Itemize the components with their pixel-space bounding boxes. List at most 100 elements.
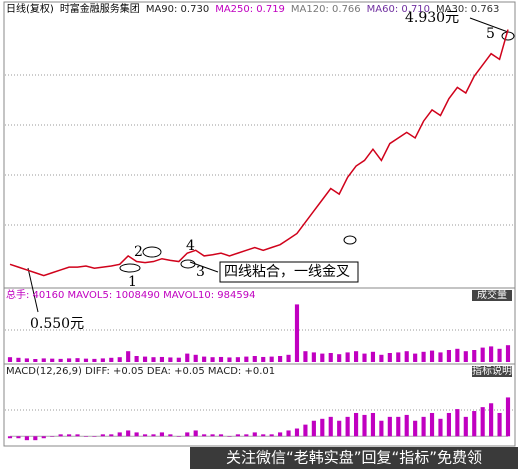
bar — [294, 428, 300, 437]
annotation: 4 — [186, 238, 195, 254]
bar — [210, 434, 215, 437]
bar — [218, 356, 224, 362]
chart-title: 日线(复权) — [6, 2, 54, 15]
bar — [497, 412, 502, 437]
bar — [387, 416, 392, 437]
bar — [337, 420, 342, 437]
bar — [92, 358, 97, 362]
chart-subtitle: 时富金融服务集团 — [60, 2, 140, 15]
bar — [244, 434, 249, 437]
bar — [328, 416, 333, 437]
bar — [134, 432, 139, 437]
bar — [311, 420, 316, 437]
bar — [244, 356, 249, 362]
bar — [413, 353, 418, 362]
frame — [3, 1, 516, 447]
bar — [278, 432, 283, 437]
bar — [210, 357, 215, 362]
bar — [320, 353, 325, 362]
bar — [134, 356, 139, 362]
indicator: MA90: 0.730 — [146, 4, 209, 15]
bar — [446, 350, 451, 362]
bar — [168, 357, 173, 362]
bar — [235, 357, 240, 362]
bar — [472, 350, 477, 362]
bar — [126, 351, 131, 362]
annotation: 1 — [128, 274, 137, 290]
bar — [497, 348, 502, 362]
bar — [446, 412, 451, 437]
bar — [505, 397, 511, 437]
annotation: 5 — [486, 26, 495, 42]
bar — [202, 434, 207, 437]
bar — [7, 357, 13, 362]
bar — [337, 354, 342, 362]
bar — [7, 436, 13, 439]
bar — [193, 354, 198, 362]
bar — [227, 357, 232, 362]
bar — [387, 353, 392, 362]
bar — [142, 356, 148, 362]
bar — [396, 416, 401, 437]
bar — [41, 358, 46, 362]
bar — [489, 346, 494, 362]
bar — [33, 359, 38, 362]
bar — [303, 351, 308, 362]
bar — [269, 434, 274, 437]
bar — [117, 432, 122, 437]
bar — [463, 416, 468, 437]
indicator: MA60: 0.710 — [367, 4, 430, 15]
bar — [92, 436, 97, 437]
price-line — [9, 29, 509, 277]
button-bg — [472, 366, 512, 377]
bar — [75, 358, 80, 362]
bar — [429, 350, 435, 362]
bar — [50, 358, 55, 362]
indicator: MA30: 0.763 — [436, 4, 499, 15]
bar — [58, 358, 63, 362]
annotation: 2 — [134, 244, 143, 260]
bar — [353, 351, 359, 362]
bar — [404, 414, 409, 437]
grid — [5, 74, 515, 411]
bar — [227, 436, 232, 437]
bar — [345, 352, 350, 362]
bar — [100, 434, 105, 437]
bar — [455, 348, 460, 362]
bar — [126, 430, 131, 437]
bar — [345, 416, 350, 437]
panel-button[interactable]: 指标说明 — [472, 364, 512, 377]
bar — [438, 418, 443, 437]
bar — [472, 411, 477, 437]
bar — [109, 434, 114, 437]
bar — [278, 356, 283, 362]
bar — [193, 430, 198, 437]
bar — [320, 418, 325, 437]
bar — [286, 354, 291, 362]
bar — [142, 434, 148, 437]
bar — [303, 424, 308, 437]
bar — [396, 352, 401, 362]
bar — [100, 358, 105, 362]
bar — [202, 356, 207, 362]
bar — [370, 351, 376, 362]
bar — [24, 358, 29, 362]
bar — [463, 351, 468, 362]
banner-bg — [190, 447, 518, 469]
bar — [269, 356, 274, 362]
bar — [413, 420, 418, 437]
bar — [16, 436, 21, 439]
panel-title: 总手: 40160 MAVOL5: 1008490 MAVOL10: 98459… — [6, 288, 255, 301]
bar — [33, 436, 38, 441]
bar — [370, 412, 376, 437]
panel-button[interactable]: 成交量 — [477, 288, 507, 301]
bar — [218, 434, 224, 437]
bar — [159, 356, 165, 362]
bar — [505, 345, 511, 362]
bar — [83, 436, 89, 437]
bar — [421, 416, 426, 437]
indicator: MA120: 0.766 — [291, 4, 361, 15]
button-bg — [472, 290, 512, 301]
